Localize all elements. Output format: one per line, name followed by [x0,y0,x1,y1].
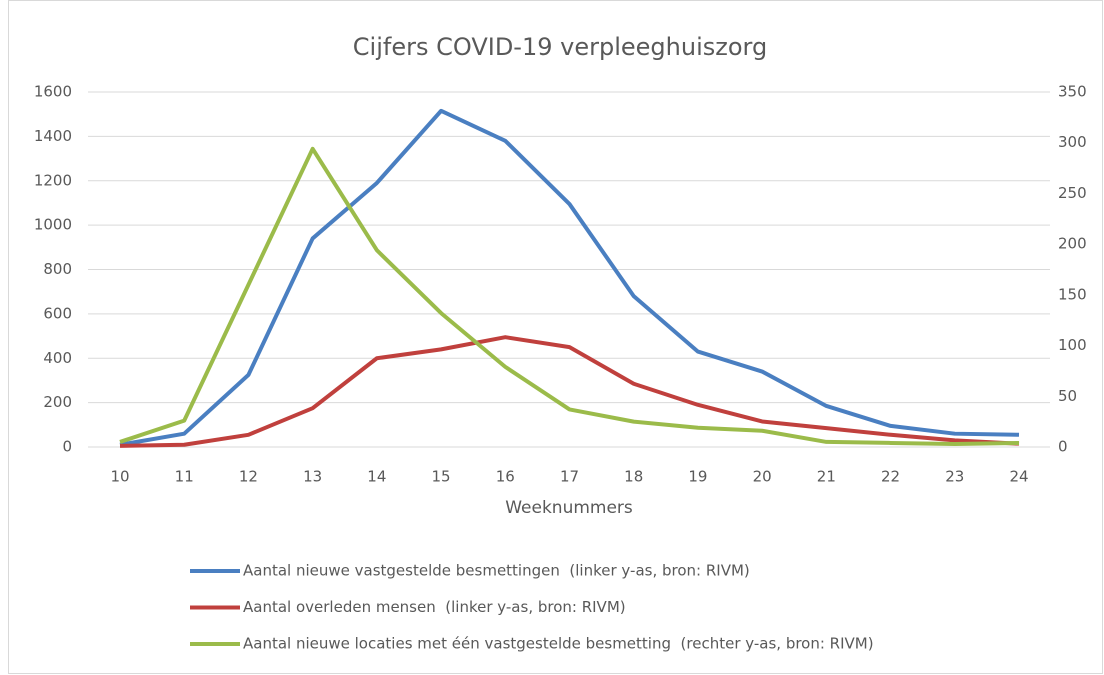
chart-frame [8,0,1103,674]
x-tick-label: 10 [110,468,129,486]
series-line [119,335,1020,448]
y-tick-label: 1200 [34,171,72,189]
x-tick-label: 16 [496,468,515,486]
chart-title: Cijfers COVID-19 verpleeghuiszorg [353,33,767,61]
y-tick-label: 1600 [34,83,72,101]
x-tick-label: 13 [303,468,322,486]
x-tick-label: 19 [688,468,707,486]
y2-tick-label: 200 [1058,235,1087,253]
y-tick-label: 1000 [34,216,72,234]
y-tick-label: 400 [43,349,72,367]
y-tick-label: 0 [62,438,72,456]
x-tick-label: 24 [1009,468,1028,486]
x-axis-label: Weeknummers [505,498,633,518]
x-tick-label: 23 [945,468,964,486]
y2-tick-label: 100 [1058,336,1087,354]
y2-tick-label: 50 [1058,387,1077,405]
y-tick-label: 1400 [34,127,72,145]
legend-label: Aantal overleden mensen (linker y-as, br… [243,598,626,616]
y-tick-label: 200 [43,393,72,411]
y2-tick-label: 0 [1058,438,1068,456]
legend-label: Aantal nieuwe vastgestelde besmettingen … [243,562,750,580]
x-tick-label: 22 [881,468,900,486]
y-tick-label: 600 [43,304,72,322]
x-tick-label: 20 [753,468,772,486]
x-tick-label: 14 [367,468,386,486]
series-line [119,108,1020,447]
x-tick-label: 15 [432,468,451,486]
x-tick-label: 18 [624,468,643,486]
y-tick-label: 800 [43,260,72,278]
x-tick-label: 17 [560,468,579,486]
legend-label: Aantal nieuwe locaties met één vastgeste… [243,635,874,653]
x-tick-label: 21 [817,468,836,486]
y2-tick-label: 300 [1058,133,1087,151]
x-tick-label: 11 [175,468,194,486]
y2-tick-label: 150 [1058,285,1087,303]
x-tick-label: 12 [239,468,258,486]
y2-tick-label: 250 [1058,184,1087,202]
y2-tick-label: 350 [1058,83,1087,101]
series-line [119,146,1020,446]
